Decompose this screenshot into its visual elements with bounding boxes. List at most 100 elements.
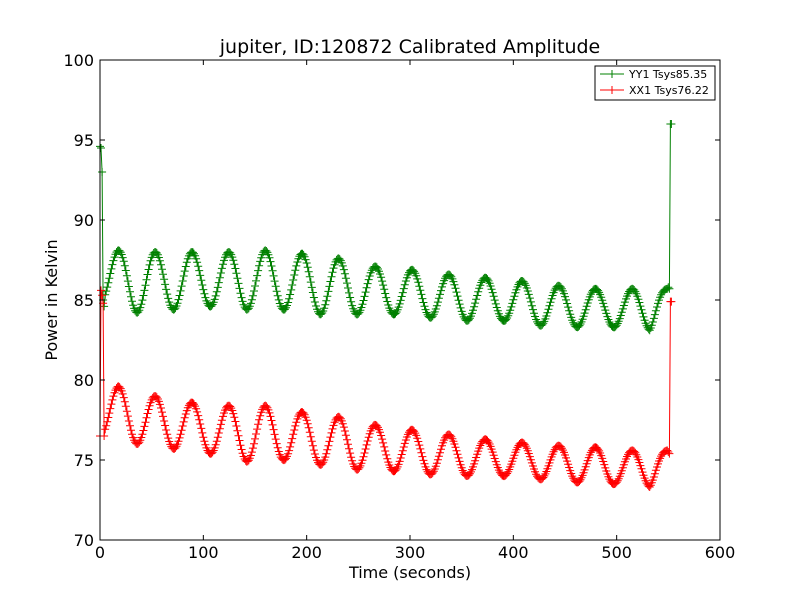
data-point xyxy=(307,437,316,446)
data-point xyxy=(651,466,660,475)
data-point xyxy=(178,277,187,285)
data-point xyxy=(378,277,387,286)
data-point xyxy=(284,449,293,458)
data-point xyxy=(98,168,107,176)
data-point xyxy=(490,296,499,305)
data-point xyxy=(327,428,336,437)
data-point xyxy=(286,442,295,451)
data-point xyxy=(162,285,171,294)
data-point xyxy=(432,459,441,468)
data-point xyxy=(636,461,645,470)
data-point xyxy=(343,435,351,444)
data-point xyxy=(229,409,238,418)
data-point xyxy=(247,448,256,457)
data-point xyxy=(649,473,658,481)
data-point xyxy=(557,284,566,293)
y-tick-label: 90 xyxy=(74,211,94,230)
data-point xyxy=(193,258,202,267)
data-point xyxy=(285,446,294,455)
data-point xyxy=(252,430,260,438)
data-point xyxy=(410,267,419,276)
data-point xyxy=(471,299,480,308)
data-point xyxy=(178,422,187,430)
data-point xyxy=(320,304,329,313)
data-point xyxy=(379,281,388,290)
data-point xyxy=(394,303,403,312)
data-point xyxy=(177,282,186,291)
data-point xyxy=(246,299,255,308)
data-point xyxy=(309,293,318,302)
axes-layer: 0 100 200 300 400 500 600 70 75 80 85 90 95 100 xyxy=(63,51,735,562)
data-point xyxy=(416,444,425,453)
data-point xyxy=(433,298,442,307)
data-point xyxy=(262,402,271,411)
data-point xyxy=(595,446,604,455)
data-point xyxy=(152,249,161,257)
data-point xyxy=(419,298,428,307)
data-point xyxy=(455,457,464,466)
data-point xyxy=(576,320,585,328)
data-point xyxy=(434,452,443,461)
data-point xyxy=(530,309,538,318)
data-point xyxy=(102,421,111,430)
data-point xyxy=(579,312,588,321)
legend-label: XX1 Tsys76.22 xyxy=(629,84,709,97)
data-point xyxy=(160,275,169,284)
data-point xyxy=(420,302,429,311)
data-point xyxy=(108,395,117,404)
data-point xyxy=(521,442,530,451)
data-point xyxy=(338,419,347,428)
data-point xyxy=(602,309,611,318)
data-point xyxy=(299,250,308,259)
data-point xyxy=(364,433,373,442)
data-point xyxy=(417,448,426,457)
data-point xyxy=(328,268,337,277)
data-point xyxy=(269,425,278,434)
data-point xyxy=(365,272,374,280)
x-axis-label: Time (seconds) xyxy=(348,563,471,582)
data-point xyxy=(136,303,145,312)
data-point xyxy=(127,426,135,435)
data-point xyxy=(651,306,660,315)
data-point xyxy=(121,402,130,411)
data-point xyxy=(284,298,293,307)
data-point xyxy=(213,283,222,292)
data-point xyxy=(310,298,319,306)
data-point xyxy=(272,287,281,296)
data-point xyxy=(287,438,296,447)
data-point xyxy=(345,288,353,297)
data-point xyxy=(177,426,186,435)
data-point xyxy=(382,450,391,459)
data-point xyxy=(380,442,389,451)
data-point xyxy=(107,400,116,409)
data-point xyxy=(376,270,384,278)
data-point xyxy=(180,267,189,276)
data-point xyxy=(620,298,629,307)
data-point xyxy=(326,433,335,442)
data-point xyxy=(254,266,263,275)
y-tick-label: 70 xyxy=(74,531,94,550)
data-point xyxy=(213,433,222,442)
data-point xyxy=(346,293,355,302)
data-point xyxy=(234,279,243,288)
data-point xyxy=(347,297,356,306)
data-point xyxy=(158,265,166,274)
x-tick-label: 600 xyxy=(705,543,736,562)
data-point xyxy=(561,292,569,301)
data-point xyxy=(549,447,558,456)
data-point xyxy=(162,426,171,434)
data-point xyxy=(502,315,511,324)
data-point xyxy=(358,300,367,309)
data-point xyxy=(580,309,589,318)
y-axis-label: Power in Kelvin xyxy=(42,239,61,360)
data-point xyxy=(612,478,621,487)
data-point xyxy=(318,459,327,468)
data-point xyxy=(653,303,661,311)
data-point xyxy=(145,401,154,410)
data-point xyxy=(395,457,404,466)
data-point xyxy=(97,144,105,152)
data-point xyxy=(489,451,498,460)
data-point xyxy=(201,293,210,302)
data-point xyxy=(134,439,143,448)
data-point xyxy=(544,305,553,314)
